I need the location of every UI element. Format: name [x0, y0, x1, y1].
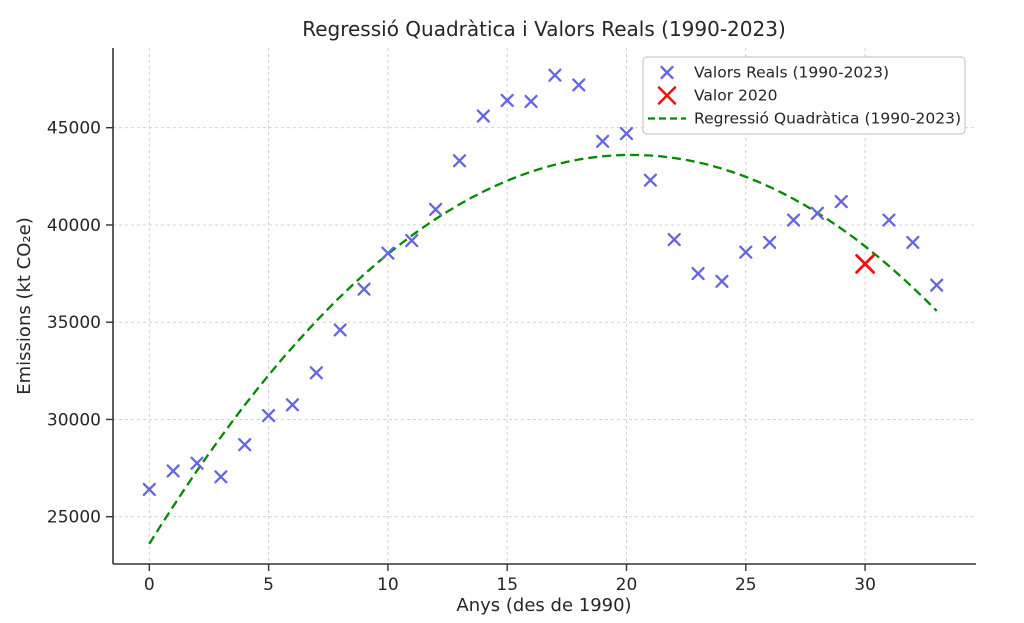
x-tick-label-0: 0 [144, 575, 155, 595]
scatter-point-year-28 [810, 206, 825, 220]
scatter-point-year-5 [261, 408, 276, 423]
scatter-point-year-20 [619, 126, 634, 141]
scatter-point-year-17 [548, 68, 562, 82]
scatter-point-year-7 [309, 366, 323, 380]
y-tick-label-30000: 30000 [47, 410, 101, 430]
x-axis-label: Anys (des de 1990) [456, 595, 631, 616]
legend-box [642, 56, 966, 135]
legend-label-valor-2020: Valor 2020 [694, 87, 777, 105]
scatter-point-year-14 [476, 109, 490, 123]
scatter-point-year-13 [452, 154, 467, 168]
regression-curve-layer [148, 153, 938, 545]
x-tick-label-25: 25 [735, 575, 757, 595]
scatter-point-year-31 [882, 213, 896, 227]
scatter-point-year-18 [572, 78, 586, 92]
chart-title: Regressió Quadràtica i Valors Reals (199… [302, 17, 786, 41]
legend: Valors Reals (1990-2023) Valor 2020 Regr… [642, 56, 966, 135]
scatter-point-year-6 [285, 398, 300, 412]
y-tick-label-25000: 25000 [47, 508, 101, 528]
scatter-point-year-27 [786, 213, 801, 227]
scatter-point-year-16 [524, 94, 538, 109]
scatter-point-year-29 [834, 194, 848, 209]
legend-marker-valors-reals-icon [660, 65, 674, 80]
y-tick-label-35000: 35000 [47, 313, 101, 333]
scatter-point-year-15 [500, 93, 514, 108]
highlight-point-2020 [855, 253, 875, 274]
scatter-point-year-21 [643, 173, 658, 187]
scatter-point-year-8 [333, 323, 347, 337]
scatter-point-year-24 [715, 274, 729, 289]
scatter-point-year-12 [428, 202, 443, 217]
scatter-point-year-10 [381, 246, 395, 260]
legend-label-valors-reals: Valors Reals (1990-2023) [694, 64, 889, 82]
legend-label-regressio: Regressió Quadràtica (1990-2023) [694, 110, 961, 128]
scatter-point-year-32 [906, 235, 920, 250]
legend-marker-valor-2020-icon [657, 86, 677, 105]
x-tick-label-15: 15 [496, 575, 518, 595]
scatter-point-year-23 [691, 266, 705, 281]
scatter-point-year-9 [357, 282, 371, 296]
scatter-point-year-25 [739, 245, 753, 259]
regression-curve [148, 153, 938, 545]
scatter-point-year-26 [763, 235, 777, 250]
scatter-point-year-11 [405, 233, 419, 248]
scatter-point-year-3 [214, 470, 228, 484]
scatter-points-layer [142, 68, 944, 497]
scatter-point-year-33 [930, 278, 944, 292]
y-tick-label-45000: 45000 [47, 119, 101, 139]
scatter-point-year-19 [595, 134, 610, 148]
x-tick-label-20: 20 [616, 575, 638, 595]
x-tick-label-5: 5 [263, 575, 274, 595]
legend-markers [648, 65, 686, 120]
x-tick-label-10: 10 [377, 575, 399, 595]
scatter-point-year-1 [166, 464, 180, 478]
y-tick-label-40000: 40000 [47, 216, 101, 236]
scatter-point-year-2 [190, 456, 204, 470]
x-tick-label-30: 30 [854, 575, 876, 595]
scatter-point-year-0 [142, 482, 156, 497]
y-axis-label: Emissions (kt CO₂e) [14, 217, 35, 394]
scatter-point-year-22 [667, 232, 681, 247]
axes-layer: 0 5 10 15 20 25 30 25000 30000 35000 40000 45000 [47, 48, 976, 595]
scatter-point-year-4 [238, 438, 252, 452]
